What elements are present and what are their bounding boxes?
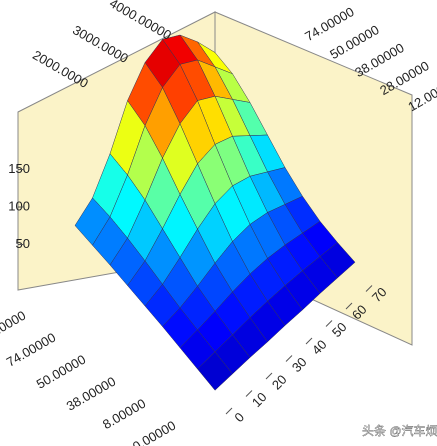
- front-left-label: 50.00000: [34, 352, 88, 392]
- front-left-label: 0.00000: [130, 418, 178, 446]
- x-tick: [305, 337, 313, 345]
- x-tick-label: 50: [329, 319, 350, 340]
- x-tick: [325, 320, 333, 327]
- x-tick: [345, 302, 353, 310]
- top-left-label: 2000.0000: [30, 47, 91, 91]
- front-left-label: 00.0000: [0, 308, 28, 344]
- z-tick-label: 50: [16, 236, 30, 251]
- surface-cell: [197, 351, 233, 391]
- front-left-label: 8.00000: [100, 396, 148, 432]
- x-tick-label: 0: [231, 409, 247, 425]
- x-tick-label: 40: [309, 337, 330, 358]
- top-left-label: 3000.0000: [70, 22, 131, 66]
- x-tick-label: 10: [249, 389, 270, 410]
- x-tick: [285, 355, 293, 362]
- x-tick-label: 20: [269, 372, 290, 393]
- x-tick: [365, 285, 373, 292]
- x-tick: [225, 407, 233, 415]
- x-tick-label: 30: [289, 354, 310, 375]
- z-tick-label: 150: [8, 161, 30, 176]
- watermark: 头条 @汽车烦脑365: [362, 423, 437, 438]
- top-left-label: 4000.00000: [107, 0, 174, 43]
- front-left-label: 74.00000: [4, 330, 58, 370]
- z-tick-label: 100: [8, 198, 30, 213]
- x-tick: [245, 390, 253, 397]
- front-left-label: 38.00000: [64, 374, 118, 414]
- x-tick: [265, 372, 273, 380]
